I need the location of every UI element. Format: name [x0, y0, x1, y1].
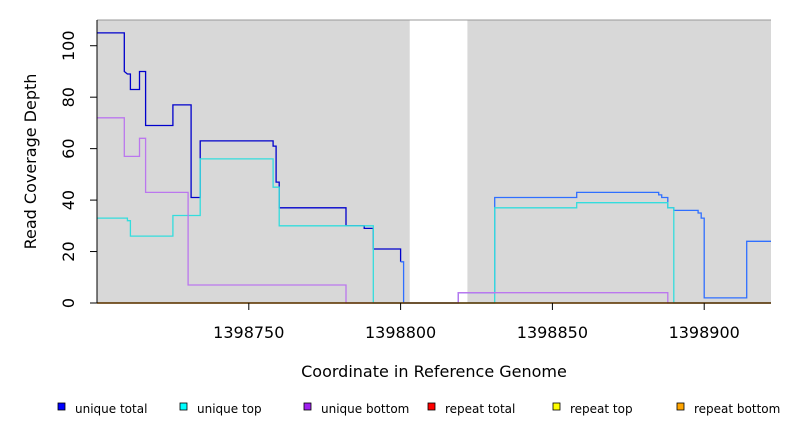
legend-swatch-repeat-top — [552, 402, 561, 411]
legend-swatch-repeat-bottom — [676, 402, 685, 411]
series-line-unique-bottom-3 — [97, 117, 771, 304]
y-tick-label: 60 — [59, 138, 78, 158]
x-tick-label: 1398800 — [365, 323, 436, 342]
x-axis-title: Coordinate in Reference Genome — [301, 362, 567, 381]
legend: unique total unique top unique bottom repea… — [57, 402, 780, 416]
legend-swatch-repeat-total — [427, 402, 436, 411]
y-tick-label: 80 — [59, 87, 78, 107]
legend-swatch-unique-total — [57, 402, 66, 411]
legend-swatch-unique-bottom — [303, 402, 312, 411]
y-tick-label: 20 — [59, 241, 78, 261]
y-ticks: 0 20 40 60 80 100 — [59, 30, 97, 308]
legend-label-repeat-top: repeat top — [570, 402, 633, 416]
plot-background-left — [97, 20, 410, 303]
x-tick-label: 1398900 — [669, 323, 740, 342]
legend-label-unique-total: unique total — [75, 402, 147, 416]
y-tick-label: 40 — [59, 190, 78, 210]
series-line-unique-top-2 — [97, 158, 771, 304]
legend-label-unique-bottom: unique bottom — [321, 402, 409, 416]
legend-swatch-unique-top — [179, 402, 188, 411]
y-tick-label: 100 — [59, 30, 78, 61]
plot-background — [97, 19, 771, 303]
legend-label-repeat-bottom: repeat bottom — [694, 402, 780, 416]
x-ticks: 1398750 1398800 1398850 1398900 — [213, 303, 740, 342]
x-tick-label: 1398750 — [213, 323, 284, 342]
y-axis-title: Read Coverage Depth — [21, 74, 40, 250]
x-tick-label: 1398850 — [517, 323, 588, 342]
plot-background-right — [467, 20, 771, 303]
legend-label-unique-top: unique top — [197, 402, 262, 416]
legend-label-repeat-total: repeat total — [445, 402, 515, 416]
y-tick-label: 0 — [59, 298, 78, 308]
axes — [96, 20, 771, 304]
